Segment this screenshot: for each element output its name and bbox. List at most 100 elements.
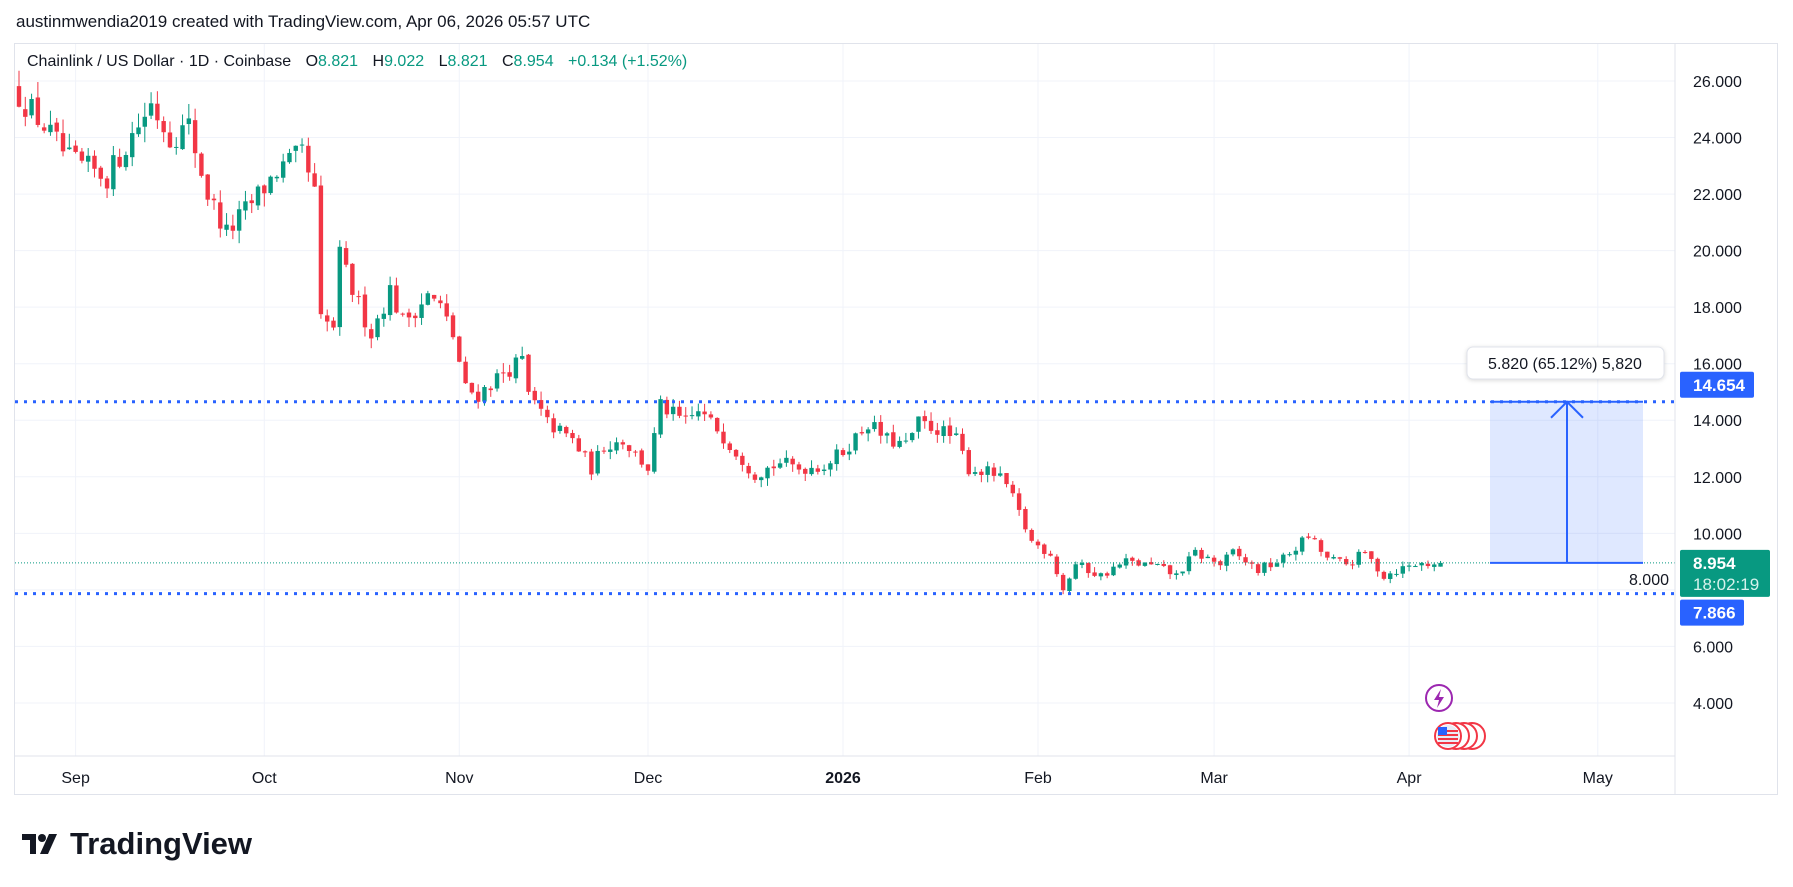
grid bbox=[15, 44, 1675, 756]
candle-body bbox=[1432, 564, 1437, 567]
candle-body bbox=[16, 86, 22, 107]
candle-body bbox=[1350, 564, 1355, 566]
candle-body bbox=[884, 433, 890, 436]
candle-body bbox=[111, 155, 116, 190]
candle-body bbox=[419, 304, 424, 318]
price-tick-label: 10.000 bbox=[1693, 526, 1742, 543]
events bbox=[1425, 684, 1486, 750]
candle-body bbox=[909, 433, 915, 441]
candle-body bbox=[570, 433, 575, 439]
candle-body bbox=[872, 422, 877, 430]
current-price-label: 8.954 bbox=[1693, 554, 1736, 573]
price-tick-label: 4.000 bbox=[1693, 696, 1733, 713]
candle-body bbox=[740, 455, 745, 465]
candle-body bbox=[903, 440, 909, 442]
candle-body bbox=[1381, 571, 1387, 579]
candle-body bbox=[79, 151, 85, 161]
candle-body bbox=[777, 463, 783, 468]
candle-body bbox=[1023, 509, 1028, 530]
candle-body bbox=[85, 155, 91, 162]
candle-body bbox=[960, 433, 965, 451]
candle-body bbox=[759, 477, 764, 481]
candle-body bbox=[834, 449, 839, 465]
candle-body bbox=[1205, 556, 1211, 559]
candle-body bbox=[255, 186, 261, 206]
candle-body bbox=[1306, 536, 1311, 538]
candle-body bbox=[287, 152, 292, 163]
candle-body bbox=[369, 329, 374, 339]
candle-body bbox=[1293, 550, 1299, 555]
candle-body bbox=[620, 442, 626, 445]
price-tick-label: 14.000 bbox=[1693, 413, 1742, 430]
candle-body bbox=[350, 263, 355, 295]
candle-body bbox=[1312, 538, 1317, 540]
candle-body bbox=[1356, 551, 1361, 565]
candle-body bbox=[67, 147, 72, 150]
candle-body bbox=[482, 387, 487, 402]
candle-body bbox=[809, 467, 814, 475]
candle-body bbox=[1224, 554, 1229, 566]
symbol-title[interactable]: Chainlink / US Dollar · 1D · Coinbase bbox=[27, 53, 292, 70]
candle-body bbox=[192, 120, 198, 154]
price-tick-label: 18.000 bbox=[1693, 300, 1742, 317]
candle-body bbox=[1211, 557, 1217, 562]
candle-body bbox=[1086, 563, 1091, 574]
candle-body bbox=[1174, 573, 1179, 575]
candle-body bbox=[891, 432, 896, 447]
candle-body bbox=[413, 315, 418, 319]
candle-body bbox=[1337, 557, 1343, 559]
candle-body bbox=[180, 125, 185, 150]
candle-body bbox=[1167, 565, 1173, 575]
support-price-label: 7.866 bbox=[1693, 604, 1736, 623]
candle-body bbox=[211, 198, 217, 201]
candle-body bbox=[677, 406, 682, 416]
candle-body bbox=[306, 145, 311, 173]
candle-body bbox=[394, 285, 399, 313]
candle-body bbox=[507, 372, 512, 377]
candle-body bbox=[916, 416, 921, 432]
candle-body bbox=[985, 466, 990, 475]
candle-body bbox=[922, 416, 927, 422]
candle-body bbox=[29, 98, 34, 116]
candle-body bbox=[400, 313, 405, 315]
countdown-label: 18:02:19 bbox=[1693, 575, 1759, 594]
candle-body bbox=[582, 451, 588, 453]
chart-credit: austinmwendia2019 created with TradingVi… bbox=[16, 12, 591, 31]
candle-body bbox=[457, 336, 462, 362]
time-axis: Sep Oct Nov Dec 2026 Feb Mar Apr May bbox=[15, 755, 1675, 787]
logo-text: TradingView bbox=[70, 826, 253, 861]
candle-body bbox=[161, 121, 166, 133]
candle-body bbox=[853, 433, 858, 451]
candle-body bbox=[1142, 562, 1148, 566]
symbol-legend: Chainlink / US Dollar · 1D · Coinbase O8… bbox=[27, 53, 687, 71]
candle-body bbox=[318, 185, 324, 315]
candle-body bbox=[1067, 578, 1072, 591]
candle-body bbox=[859, 432, 865, 434]
candle-body bbox=[362, 294, 368, 328]
candle-body bbox=[803, 468, 808, 474]
candle-body bbox=[714, 417, 720, 432]
candle-body bbox=[1104, 573, 1110, 576]
candle-body bbox=[236, 209, 242, 231]
measure-arrow-head-icon bbox=[1550, 400, 1584, 419]
candle-body bbox=[626, 445, 632, 451]
flag-stripe bbox=[1438, 742, 1458, 744]
candle-body bbox=[142, 116, 147, 127]
candle-body bbox=[941, 426, 946, 437]
resistance-price-badge bbox=[1680, 371, 1754, 398]
open-label: O bbox=[305, 53, 319, 70]
candle-body bbox=[1369, 551, 1374, 559]
candle-body bbox=[136, 127, 141, 135]
time-tick-label: Oct bbox=[252, 770, 277, 787]
candle-body bbox=[98, 167, 103, 179]
candle-body bbox=[406, 312, 412, 318]
candle-body bbox=[1136, 560, 1141, 566]
flag-stripe bbox=[1438, 738, 1458, 740]
candle-body bbox=[48, 124, 53, 133]
candle-body bbox=[1325, 551, 1330, 558]
candle-body bbox=[1155, 563, 1160, 565]
candle-body bbox=[148, 103, 154, 116]
candle-body bbox=[205, 174, 210, 200]
time-tick-label: Nov bbox=[445, 770, 473, 787]
